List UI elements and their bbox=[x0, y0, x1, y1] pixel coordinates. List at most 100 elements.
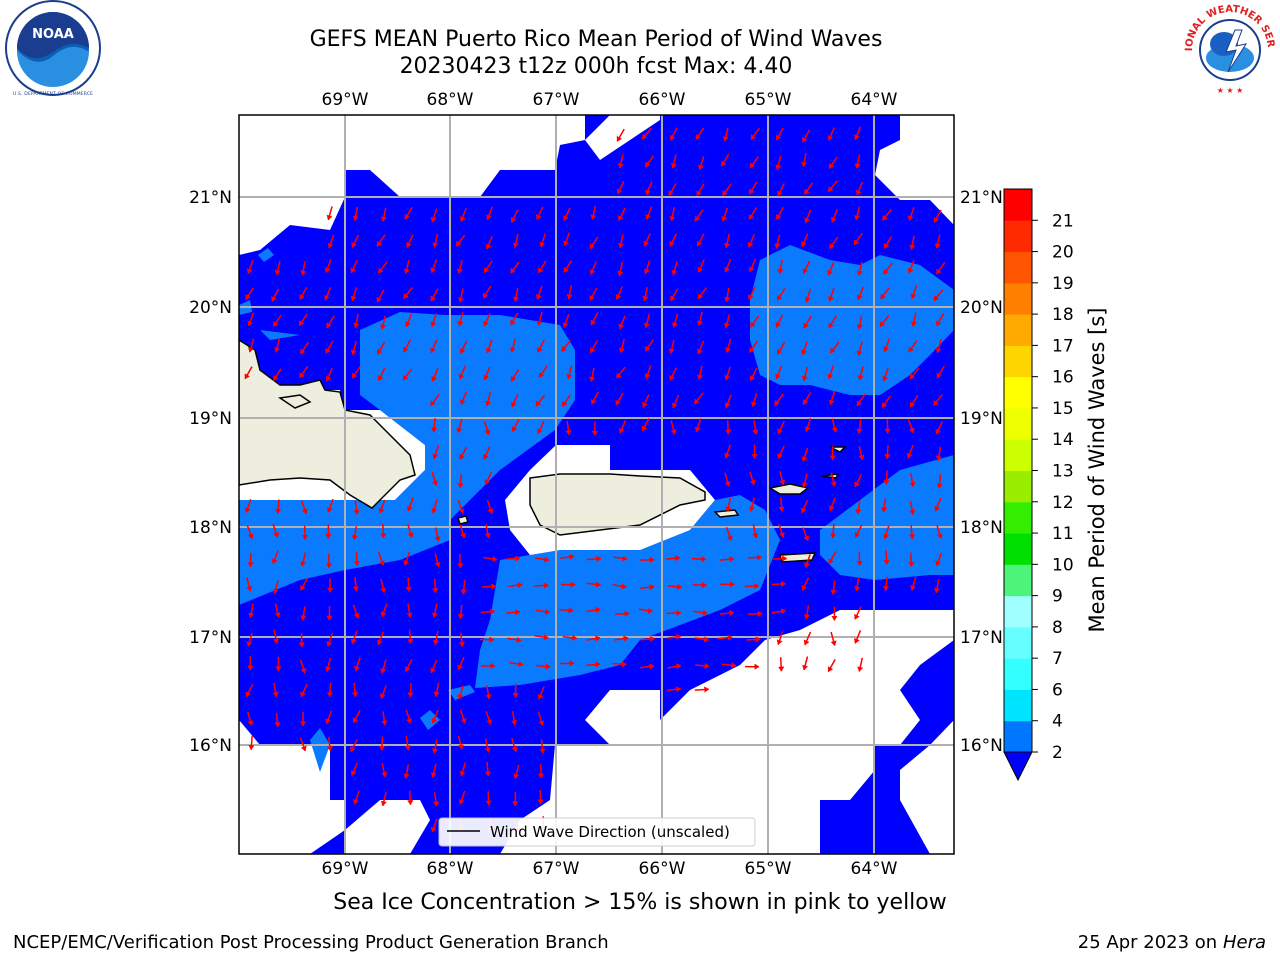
arrow-head-icon bbox=[460, 718, 467, 724]
arrow-head-icon bbox=[910, 293, 917, 300]
arrow-head-icon bbox=[645, 214, 652, 220]
arrow-head-icon bbox=[458, 508, 465, 514]
vieques bbox=[713, 509, 740, 518]
arrow-head-icon bbox=[484, 532, 491, 539]
arrow-head-icon bbox=[935, 347, 942, 354]
arrow-head-icon bbox=[618, 215, 624, 222]
arrow-head-icon bbox=[647, 607, 654, 614]
arrow-head-icon bbox=[802, 664, 809, 671]
arrow-head-icon bbox=[595, 581, 602, 588]
arrow-head-icon bbox=[803, 535, 810, 542]
arrow-head-icon bbox=[856, 560, 863, 566]
arrow-head-icon bbox=[535, 214, 542, 220]
arrow-head-icon bbox=[300, 348, 306, 355]
arrow-head-icon bbox=[273, 638, 280, 644]
arrow-head-icon bbox=[430, 321, 437, 328]
arrow-head-icon bbox=[484, 747, 491, 753]
arrow-head-icon bbox=[775, 321, 782, 328]
arrow-head-icon bbox=[856, 428, 863, 435]
arrow-head-icon bbox=[883, 346, 890, 353]
arrow-head-icon bbox=[757, 610, 763, 617]
arrow-head-icon bbox=[588, 376, 596, 382]
arrow-head-icon bbox=[729, 556, 735, 563]
arrow-head-icon bbox=[748, 266, 755, 273]
arrow-head-icon bbox=[883, 268, 889, 275]
arrow-head-icon bbox=[482, 453, 489, 460]
arrow-head-icon bbox=[324, 666, 331, 673]
arrow-head-icon bbox=[694, 398, 700, 405]
arrow-head-icon bbox=[431, 717, 438, 724]
colorbar-tick-label: 7 bbox=[1052, 649, 1063, 669]
arrow-head-icon bbox=[326, 214, 333, 221]
arrow-head-icon bbox=[909, 509, 916, 516]
arrow-head-icon bbox=[722, 190, 728, 196]
arrow-head-icon bbox=[883, 479, 890, 485]
sea-ice-note: Sea Ice Concentration > 15% is shown in … bbox=[333, 890, 947, 915]
arrow-head-icon bbox=[935, 560, 942, 567]
arrow-head-icon bbox=[430, 400, 436, 406]
lat-label: 18°N bbox=[960, 518, 1003, 538]
arrow-head-icon bbox=[750, 321, 756, 328]
arrow-head-icon bbox=[299, 721, 307, 727]
arrow-head-icon bbox=[246, 585, 253, 592]
arrow-head-icon bbox=[457, 320, 464, 327]
arrow-head-icon bbox=[430, 295, 437, 302]
arrow-head-icon bbox=[300, 691, 306, 698]
arrow-head-icon bbox=[457, 614, 464, 620]
arrow-head-icon bbox=[457, 563, 464, 569]
arrow-head-icon bbox=[828, 163, 835, 169]
arrow-head-icon bbox=[616, 188, 623, 195]
chart-title: GEFS MEAN Puerto Rico Mean Period of Win… bbox=[309, 27, 883, 52]
svg-text:NOAA: NOAA bbox=[32, 27, 74, 42]
arrow-head-icon bbox=[456, 240, 462, 247]
arrow-head-icon bbox=[485, 800, 492, 806]
arrow-head-icon bbox=[775, 373, 781, 380]
arrow-head-icon bbox=[854, 481, 860, 488]
lon-label: 66°W bbox=[639, 859, 686, 879]
arrow-head-icon bbox=[562, 322, 569, 328]
arrow-head-icon bbox=[512, 296, 520, 302]
arrow-head-icon bbox=[432, 588, 439, 594]
arrow-head-icon bbox=[855, 189, 862, 196]
arrow-head-icon bbox=[458, 373, 465, 380]
arrow-head-icon bbox=[649, 556, 655, 563]
arrow-head-icon bbox=[432, 639, 440, 646]
arrow-head-icon bbox=[622, 555, 628, 562]
arrow-head-icon bbox=[327, 242, 334, 249]
arrow-head-icon bbox=[618, 323, 625, 330]
arrow-head-icon bbox=[701, 555, 707, 563]
arrow-head-icon bbox=[431, 508, 438, 514]
arrow-head-icon bbox=[721, 160, 727, 167]
arrow-head-icon bbox=[543, 582, 549, 589]
arrow-head-icon bbox=[934, 243, 941, 249]
arrow-head-icon bbox=[830, 589, 837, 595]
arrow-head-icon bbox=[726, 535, 733, 541]
arrow-head-icon bbox=[856, 294, 863, 301]
svg-text:U.S. DEPARTMENT OF COMMERCE: U.S. DEPARTMENT OF COMMERCE bbox=[13, 91, 93, 97]
arrow-head-icon bbox=[696, 374, 703, 380]
colorbar-tick-label: 16 bbox=[1052, 368, 1074, 388]
arrow-head-icon bbox=[589, 347, 596, 354]
ocean-mid-fill bbox=[239, 245, 954, 772]
arrow-head-icon bbox=[909, 481, 916, 488]
lon-label: 64°W bbox=[851, 90, 898, 110]
arrow-head-icon bbox=[782, 555, 788, 562]
arrow-head-icon bbox=[245, 293, 251, 300]
lon-label: 65°W bbox=[745, 90, 792, 110]
lat-label: 16°N bbox=[189, 736, 232, 756]
arrow-head-icon bbox=[881, 507, 888, 513]
arrow-head-icon bbox=[405, 321, 411, 328]
arrow-head-icon bbox=[246, 268, 253, 275]
arrow-head-icon bbox=[669, 134, 676, 141]
arrow-head-icon bbox=[724, 481, 731, 487]
arrow-head-icon bbox=[853, 239, 860, 246]
lon-label: 66°W bbox=[639, 90, 686, 110]
arrow-head-icon bbox=[380, 587, 387, 594]
arrow-head-icon bbox=[724, 452, 731, 459]
arrow-head-icon bbox=[247, 533, 254, 540]
arrow-head-icon bbox=[831, 427, 838, 433]
arrow-head-icon bbox=[516, 636, 522, 643]
arrow-head-icon bbox=[856, 350, 863, 356]
arrow-head-icon bbox=[801, 584, 808, 591]
arrow-head-icon bbox=[617, 270, 624, 277]
